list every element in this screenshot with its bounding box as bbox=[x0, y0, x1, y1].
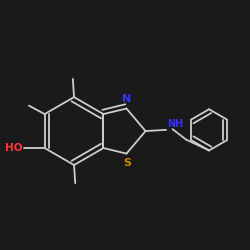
Text: NH: NH bbox=[168, 119, 184, 129]
Text: S: S bbox=[123, 158, 131, 168]
Text: N: N bbox=[122, 94, 132, 104]
Text: HO: HO bbox=[4, 143, 22, 153]
